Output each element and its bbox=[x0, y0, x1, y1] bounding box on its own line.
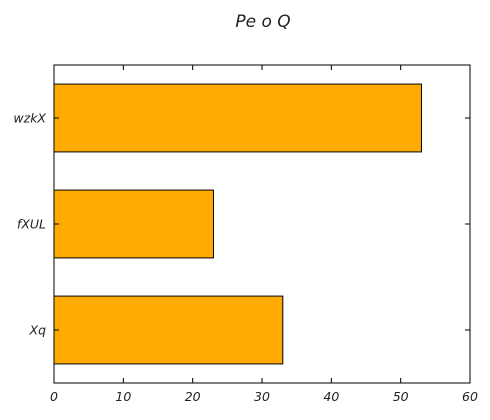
bar-fXUL bbox=[53, 189, 214, 259]
category-label-Xq: Xq bbox=[29, 323, 47, 338]
bar-Xq bbox=[53, 295, 284, 365]
x-tick-label-50: 50 bbox=[393, 389, 409, 404]
x-tick-label-40: 40 bbox=[323, 389, 339, 404]
x-tick-label-60: 60 bbox=[462, 389, 478, 404]
category-label-wzkX: wzkX bbox=[13, 111, 46, 126]
category-labels-group: Xq fXUL wzkX bbox=[13, 111, 470, 338]
x-tick-label-30: 30 bbox=[254, 389, 270, 404]
x-tick-label-10: 10 bbox=[115, 389, 131, 404]
x-ticks-group: 0 10 20 30 40 50 60 bbox=[50, 65, 478, 404]
chart-title: Pe o Q bbox=[235, 12, 290, 32]
plot-frame bbox=[53, 64, 471, 384]
x-tick-label-0: 0 bbox=[50, 389, 58, 404]
bar-wzkX bbox=[53, 83, 422, 153]
x-tick-label-20: 20 bbox=[185, 389, 201, 404]
bars-group bbox=[53, 83, 422, 365]
category-label-fXUL: fXUL bbox=[17, 217, 46, 232]
